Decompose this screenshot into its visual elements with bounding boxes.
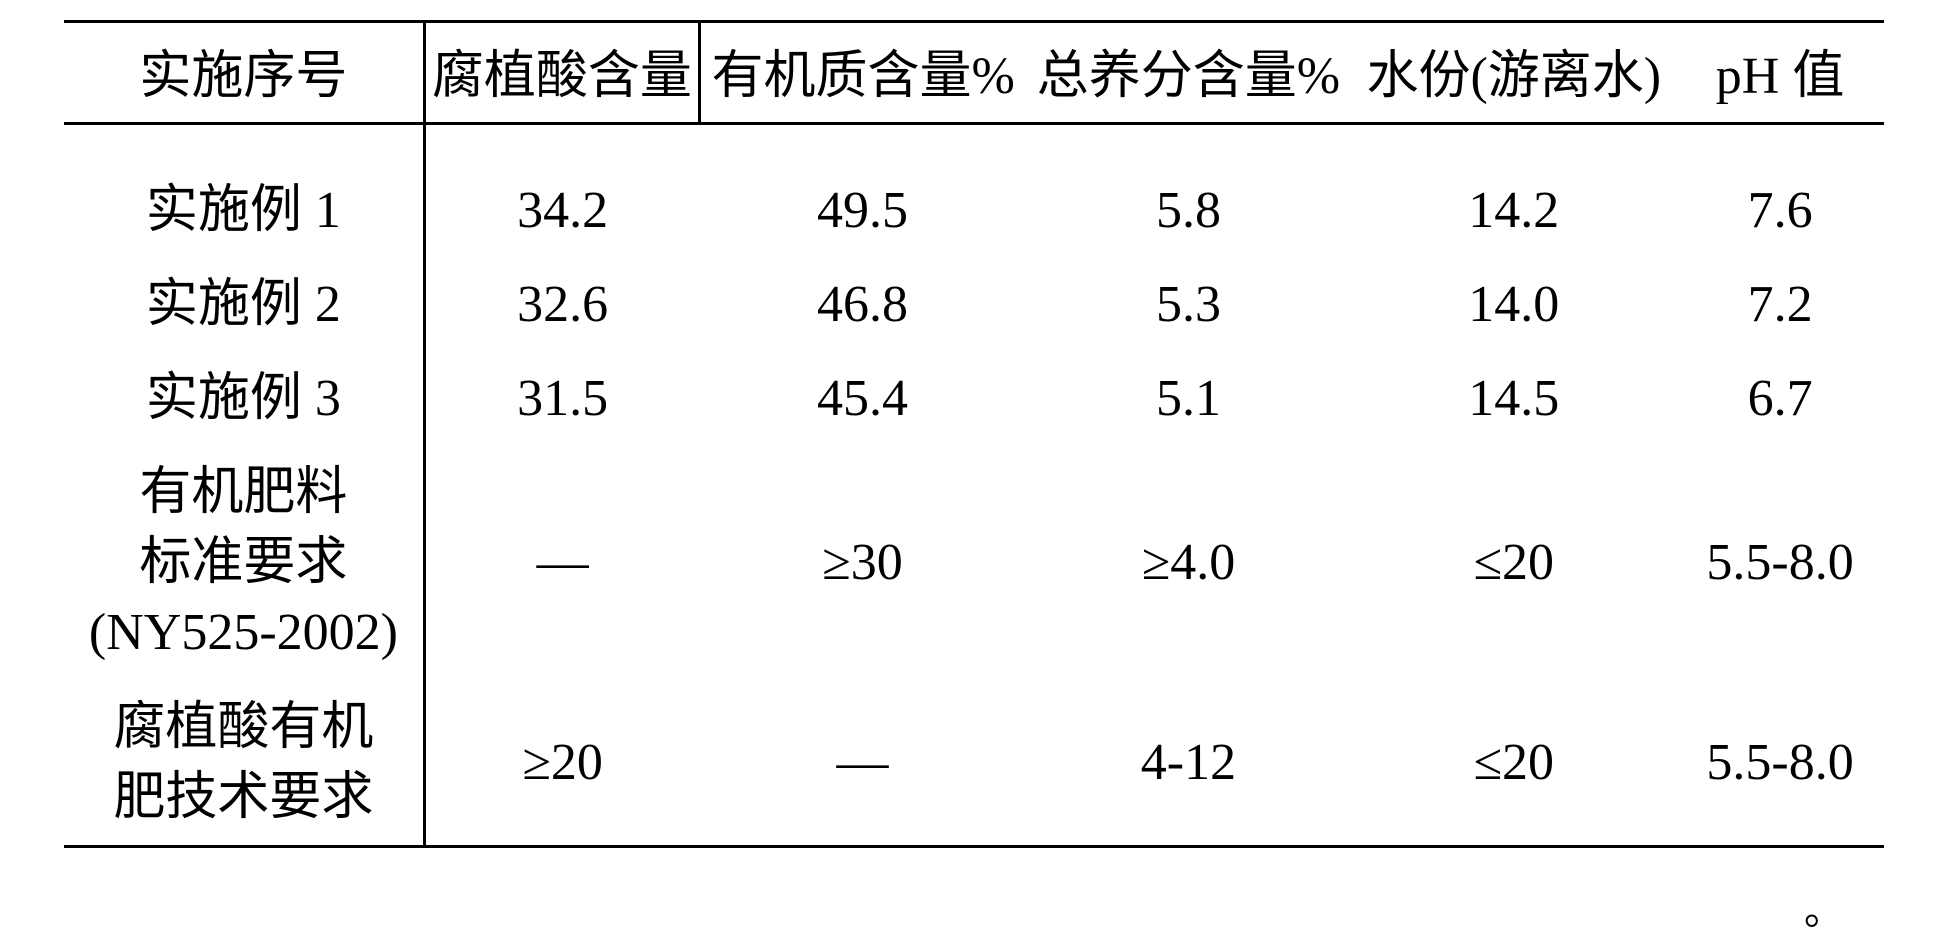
table-row: 实施例 1 34.2 49.5 5.8 14.2 7.6 — [64, 164, 1884, 258]
col-header-humic-acid: 腐植酸含量 — [424, 22, 699, 124]
cell-ph: 7.2 — [1676, 258, 1884, 352]
cell-nutrient: 4-12 — [1026, 681, 1352, 847]
cell-moisture: 14.5 — [1351, 352, 1676, 446]
cell-humic-acid: 31.5 — [424, 352, 699, 446]
row-label: 有机肥料 标准要求 (NY525-2002) — [64, 446, 424, 681]
cell-humic-acid: 32.6 — [424, 258, 699, 352]
table-row: 实施例 2 32.6 46.8 5.3 14.0 7.2 — [64, 258, 1884, 352]
table-row: 实施例 3 31.5 45.4 5.1 14.5 6.7 — [64, 352, 1884, 446]
cell-organic: — — [699, 681, 1025, 847]
cell-nutrient: ≥4.0 — [1026, 446, 1352, 681]
table-row: 有机肥料 标准要求 (NY525-2002) — ≥30 ≥4.0 ≤20 5.… — [64, 446, 1884, 681]
row-label: 实施例 3 — [64, 352, 424, 446]
col-header-moisture: 水份(游离水) — [1351, 22, 1676, 124]
data-table-container: 实施序号 腐植酸含量 有机质含量% 总养分含量% 水份(游离水) pH 值 实施… — [64, 20, 1884, 936]
cell-humic-acid: ≥20 — [424, 681, 699, 847]
cell-moisture: ≤20 — [1351, 446, 1676, 681]
spacer-row — [64, 124, 1884, 164]
cell-ph: 5.5-8.0 — [1676, 446, 1884, 681]
col-header-ph: pH 值 — [1676, 22, 1884, 124]
cell-ph: 5.5-8.0 — [1676, 681, 1884, 847]
row-label: 腐植酸有机 肥技术要求 — [64, 681, 424, 847]
footer-punct: 。 — [64, 848, 1884, 936]
cell-moisture: 14.0 — [1351, 258, 1676, 352]
cell-humic-acid: 34.2 — [424, 164, 699, 258]
cell-nutrient: 5.1 — [1026, 352, 1352, 446]
cell-organic: 46.8 — [699, 258, 1025, 352]
table-row: 腐植酸有机 肥技术要求 ≥20 — 4-12 ≤20 5.5-8.0 — [64, 681, 1884, 847]
cell-nutrient: 5.8 — [1026, 164, 1352, 258]
row-label: 实施例 1 — [64, 164, 424, 258]
row-label: 实施例 2 — [64, 258, 424, 352]
cell-moisture: 14.2 — [1351, 164, 1676, 258]
cell-organic: ≥30 — [699, 446, 1025, 681]
table-header-row: 实施序号 腐植酸含量 有机质含量% 总养分含量% 水份(游离水) pH 值 — [64, 22, 1884, 124]
cell-moisture: ≤20 — [1351, 681, 1676, 847]
cell-ph: 7.6 — [1676, 164, 1884, 258]
cell-nutrient: 5.3 — [1026, 258, 1352, 352]
data-table: 实施序号 腐植酸含量 有机质含量% 总养分含量% 水份(游离水) pH 值 实施… — [64, 20, 1884, 848]
cell-humic-acid: — — [424, 446, 699, 681]
col-header-organic: 有机质含量% — [699, 22, 1025, 124]
col-header-nutrient: 总养分含量% — [1026, 22, 1352, 124]
cell-organic: 49.5 — [699, 164, 1025, 258]
col-header-index: 实施序号 — [64, 22, 424, 124]
cell-organic: 45.4 — [699, 352, 1025, 446]
cell-ph: 6.7 — [1676, 352, 1884, 446]
